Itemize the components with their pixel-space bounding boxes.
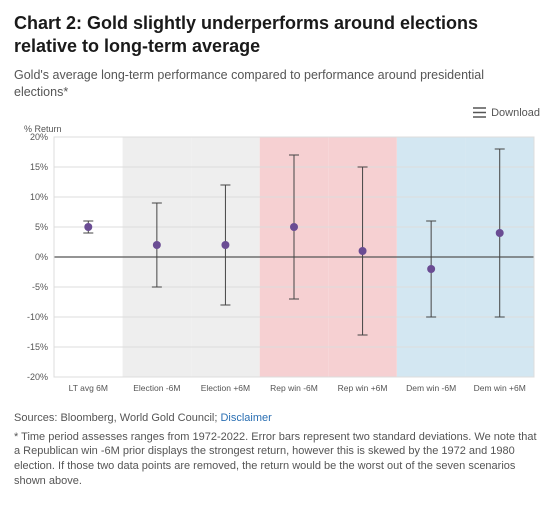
svg-text:LT avg 6M: LT avg 6M bbox=[69, 383, 108, 393]
svg-text:10%: 10% bbox=[30, 192, 48, 202]
chart-subtitle: Gold's average long-term performance com… bbox=[14, 67, 540, 101]
svg-text:-5%: -5% bbox=[32, 282, 48, 292]
disclaimer-link[interactable]: Disclaimer bbox=[220, 412, 271, 424]
source-text: Sources: Bloomberg, World Gold Council; bbox=[14, 412, 220, 424]
svg-text:% Return: % Return bbox=[24, 124, 62, 134]
footnote-text: * Time period assesses ranges from 1972-… bbox=[14, 430, 540, 489]
download-control[interactable]: Download bbox=[14, 107, 540, 119]
svg-text:5%: 5% bbox=[35, 222, 48, 232]
svg-text:-20%: -20% bbox=[27, 372, 48, 382]
svg-text:Election -6M: Election -6M bbox=[133, 383, 180, 393]
chart-footnotes: Sources: Bloomberg, World Gold Council; … bbox=[14, 411, 540, 489]
svg-text:Rep win -6M: Rep win -6M bbox=[270, 383, 318, 393]
svg-text:Rep win +6M: Rep win +6M bbox=[338, 383, 388, 393]
svg-text:15%: 15% bbox=[30, 162, 48, 172]
svg-text:Dem win -6M: Dem win -6M bbox=[406, 383, 456, 393]
svg-text:-10%: -10% bbox=[27, 312, 48, 322]
chart-plot: -20%-15%-10%-5%0%5%10%15%20%% ReturnLT a… bbox=[14, 121, 540, 401]
svg-text:Election +6M: Election +6M bbox=[201, 383, 250, 393]
svg-text:0%: 0% bbox=[35, 252, 48, 262]
download-label: Download bbox=[491, 107, 540, 119]
chart-svg: -20%-15%-10%-5%0%5%10%15%20%% ReturnLT a… bbox=[14, 121, 540, 401]
hamburger-icon bbox=[473, 107, 486, 118]
svg-text:-15%: -15% bbox=[27, 342, 48, 352]
chart-title: Chart 2: Gold slightly underperforms aro… bbox=[14, 12, 540, 57]
svg-text:Dem win +6M: Dem win +6M bbox=[474, 383, 526, 393]
